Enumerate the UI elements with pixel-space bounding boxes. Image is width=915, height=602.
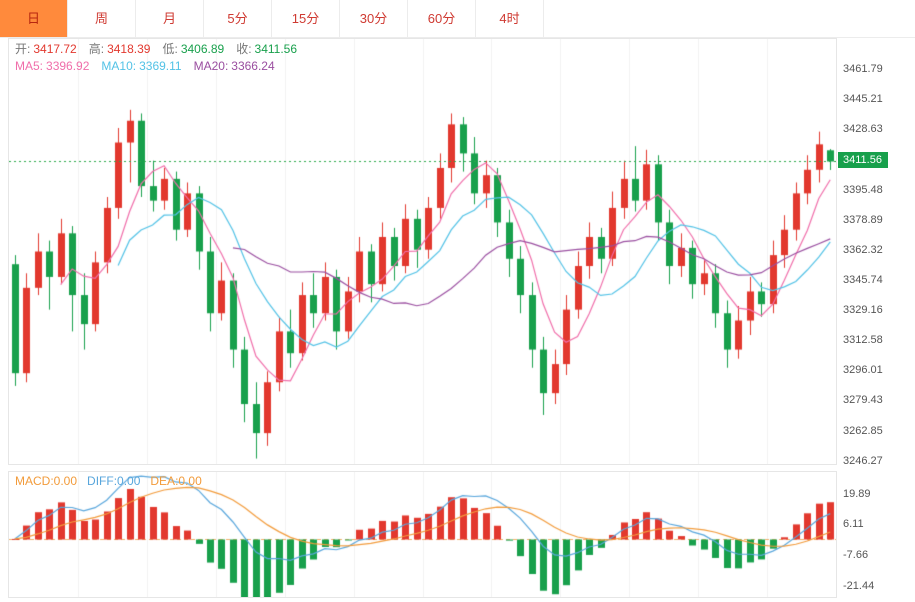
low-value: 3406.89 <box>180 42 225 56</box>
ohlc-legend: 开: 3417.72 高: 3418.39 低: 3406.89 收: 3411.56 MA5… <box>15 41 309 75</box>
price-axis-tick: 3461.79 <box>843 63 883 76</box>
close-label: 收: <box>236 42 252 56</box>
macd-axis-tick: 19.89 <box>843 487 871 500</box>
tab-day[interactable]: 日 <box>0 0 68 37</box>
tab-15min[interactable]: 15分 <box>272 0 340 37</box>
price-chart-canvas[interactable] <box>9 39 836 464</box>
tab-30min[interactable]: 30分 <box>340 0 408 37</box>
ma5-label: MA5: <box>15 59 44 73</box>
ma20-label: MA20: <box>193 59 229 73</box>
tab-month[interactable]: 月 <box>136 0 204 37</box>
price-axis-tick: 3296.01 <box>843 364 883 377</box>
high-label: 高: <box>88 42 105 56</box>
tab-60min[interactable]: 60分 <box>408 0 476 37</box>
high-value: 3418.39 <box>107 42 151 56</box>
macd-chart-canvas[interactable] <box>9 472 836 597</box>
diff-label: DIFF:0.00 <box>87 474 141 488</box>
price-chart-panel: 开: 3417.72 高: 3418.39 低: 3406.89 收: 3411.56 MA5… <box>8 38 837 465</box>
macd-axis-tick: -21.44 <box>843 579 875 592</box>
ma5-value: 3396.92 <box>46 59 90 73</box>
macd-axis-tick: -7.66 <box>843 549 869 562</box>
dea-label: DEA:0.00 <box>150 474 202 488</box>
open-label: 开: <box>15 42 31 56</box>
price-axis-tick: 3279.43 <box>843 394 883 407</box>
macd-panel: MACD:0.00 DIFF:0.00 DEA:0.00 <box>8 471 837 598</box>
price-axis-tick: 3345.74 <box>843 274 883 287</box>
ohlc-row: 开: 3417.72 高: 3418.39 低: 3406.89 收: 3411.56 <box>15 41 309 58</box>
price-axis-tick: 3262.85 <box>843 424 883 437</box>
price-axis-tick: 3312.58 <box>843 334 883 347</box>
macd-axis: 19.89 6.11 -7.66 -21.44 <box>838 471 915 598</box>
price-axis-tick: 3395.48 <box>843 183 883 196</box>
macd-axis-tick: 6.11 <box>843 518 864 531</box>
period-toolbar: 日 周 月 5分 15分 30分 60分 4时 <box>0 0 915 38</box>
price-axis-tick: 3246.27 <box>843 454 883 467</box>
ma10-label: MA10: <box>101 59 137 73</box>
price-axis-tick: 3445.21 <box>843 93 883 106</box>
ma20-value: 3366.24 <box>231 59 275 73</box>
price-axis-tick: 3378.89 <box>843 213 883 226</box>
ma10-value: 3369.11 <box>139 59 182 73</box>
open-value: 3417.72 <box>33 42 77 56</box>
tab-5min[interactable]: 5分 <box>204 0 272 37</box>
price-axis-tick: 3362.32 <box>843 243 883 256</box>
price-axis: 3411.56 3461.793445.213428.633411.563395… <box>838 38 915 467</box>
close-value: 3411.56 <box>254 42 298 56</box>
macd-label: MACD:0.00 <box>15 474 78 488</box>
price-axis-tick: 3329.16 <box>843 304 883 317</box>
macd-legend: MACD:0.00 DIFF:0.00 DEA:0.00 <box>15 474 212 488</box>
low-label: 低: <box>162 42 178 56</box>
current-price-badge: 3411.56 <box>838 152 888 169</box>
ma-row: MA5: 3396.92 MA10: 3369.11 MA20: 3366.24 <box>15 58 309 75</box>
tab-4hour[interactable]: 4时 <box>476 0 544 37</box>
price-axis-tick: 3428.63 <box>843 123 883 136</box>
tab-week[interactable]: 周 <box>68 0 136 37</box>
